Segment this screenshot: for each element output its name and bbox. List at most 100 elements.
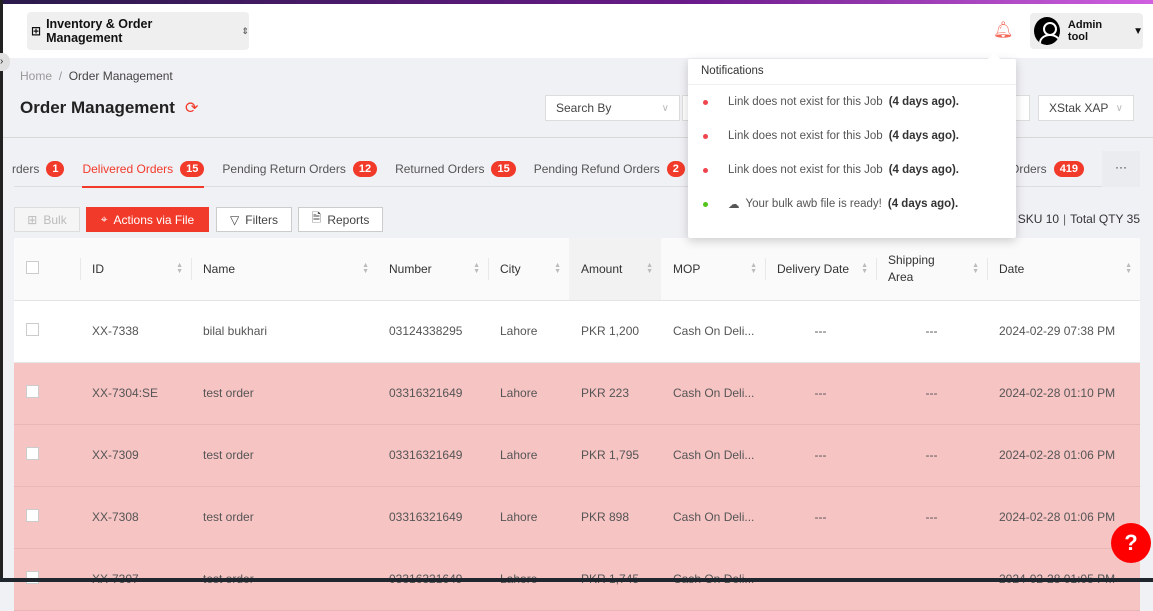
cell-city: Lahore xyxy=(488,424,569,487)
breadcrumb: Home / Order Management xyxy=(20,69,173,83)
cell-mop: Cash On Deli... xyxy=(661,362,765,425)
notification-item[interactable]: ☁ Your bulk awb file is ready! (4 days ago… xyxy=(703,197,958,211)
more-tabs-button[interactable]: ··· xyxy=(1102,151,1140,187)
cell-id: XX-7338 xyxy=(80,300,191,363)
table-row[interactable]: XX-7338 bilal bukhari 03124338295 Lahore PKR… xyxy=(14,300,1140,363)
tab-delivered-orders[interactable]: Delivered Orders 15 xyxy=(82,151,205,188)
row-checkbox[interactable] xyxy=(26,447,39,460)
notification-item[interactable]: Link does not exist for this Job (4 days … xyxy=(703,96,959,108)
chevron-down-icon: ∨ xyxy=(661,102,669,114)
store-select[interactable]: XStak XAP ∨ xyxy=(1038,95,1134,121)
reports-button[interactable]: 🗎︎ Reports xyxy=(298,207,383,232)
notification-text: Your bulk awb file is ready! xyxy=(745,198,882,210)
col-shipping-area[interactable]: Shipping Area ▲ ▼ xyxy=(876,238,987,301)
tab-pending-refund-orders[interactable]: Pending Refund Orders 2 xyxy=(534,151,685,187)
target-icon: ⌖ xyxy=(100,212,108,226)
notification-text: Link does not exist for this Job xyxy=(728,130,883,142)
actions-via-file-button[interactable]: ⌖ Actions via File xyxy=(86,207,209,232)
notifications-popover: Notifications Link does not exist for th… xyxy=(688,53,1016,238)
notification-item[interactable]: Link does not exist for this Job (4 days … xyxy=(703,130,959,142)
cell-amount: PKR 1,795 xyxy=(569,424,661,487)
search-by-select[interactable]: Search By ∨ xyxy=(545,95,680,121)
tab-orders[interactable]: rders 1 xyxy=(12,151,65,187)
sort-icon: ▲ ▼ xyxy=(554,262,561,275)
select-all-checkbox[interactable] xyxy=(26,260,39,274)
col-amount[interactable]: Amount ▲ ▼ xyxy=(569,238,661,301)
count-badge: 419 xyxy=(1053,160,1085,177)
cell-amount: PKR 898 xyxy=(569,486,661,549)
taskbar xyxy=(0,578,1153,582)
row-checkbox[interactable] xyxy=(26,323,39,336)
sort-icon: ▲ ▼ xyxy=(861,262,868,275)
sort-icon: ▲ ▼ xyxy=(176,262,183,275)
grid-icon: ⊞ xyxy=(31,24,42,38)
cell-id: XX-7304:SE xyxy=(80,362,191,425)
search-by-label: Search By xyxy=(556,101,612,115)
cell-id: XX-7308 xyxy=(80,486,191,549)
cell-mop: Cash On Deli... xyxy=(661,486,765,549)
sidebar-toggle[interactable]: › xyxy=(0,53,10,71)
notification-time: (4 days ago). xyxy=(888,96,960,108)
table-row[interactable]: XX-7308 test order 03316321649 Lahore PKR 89… xyxy=(14,486,1140,549)
chevron-updown-icon: ⇕ xyxy=(241,25,249,36)
table-header: ID ▲ ▼ Name ▲ ▼ Number ▲ ▼ City ▲ ▼ Amount ▲ ▼ MOP… xyxy=(14,238,1140,301)
cell-city: Lahore xyxy=(488,486,569,549)
app-switcher-label: Inventory & Order Management xyxy=(46,17,153,45)
page-title: Order Management xyxy=(20,98,175,117)
breadcrumb-current: Order Management xyxy=(68,69,173,83)
top-bar: ⊞ Inventory & Order Management ⇕ 🔔︎ Admi… xyxy=(3,4,1153,58)
breadcrumb-home[interactable]: Home xyxy=(20,69,53,83)
count-badge: 2 xyxy=(666,160,685,177)
cell-area: --- xyxy=(876,424,987,487)
cell-delivery: --- xyxy=(765,300,876,363)
row-checkbox[interactable] xyxy=(26,385,39,398)
filters-button[interactable]: ▽ Filters xyxy=(216,207,292,232)
header-divider xyxy=(3,137,1153,138)
cell-number: 03124338295 xyxy=(377,300,488,363)
tab-orders-all[interactable]: Orders 419 xyxy=(1010,151,1085,187)
count-badge: 15 xyxy=(180,160,205,177)
cell-mop: Cash On Deli... xyxy=(661,300,765,363)
cell-name: bilal bukhari xyxy=(191,300,377,363)
sort-icon: ▲ ▼ xyxy=(1125,262,1132,275)
col-mop[interactable]: MOP ▲ ▼ xyxy=(661,238,765,301)
cell-delivery: --- xyxy=(765,424,876,487)
user-menu[interactable]: Admin tool ▼ xyxy=(1030,13,1143,49)
count-badge: 12 xyxy=(352,160,378,177)
avatar xyxy=(1034,17,1060,45)
tab-returned-orders[interactable]: Returned Orders 15 xyxy=(395,151,516,187)
col-city[interactable]: City ▲ ▼ xyxy=(488,238,569,301)
cloud-download-icon: ☁ xyxy=(728,199,740,211)
store-label: XStak XAP xyxy=(1049,101,1109,115)
notification-time: (4 days ago). xyxy=(888,164,960,176)
col-number[interactable]: Number ▲ ▼ xyxy=(377,238,488,301)
window-edge xyxy=(0,0,3,582)
cell-name: test order xyxy=(191,424,377,487)
cell-delivery: --- xyxy=(765,486,876,549)
sort-icon: ▲ ▼ xyxy=(972,262,979,275)
tab-pending-return-orders[interactable]: Pending Return Orders 12 xyxy=(222,151,378,187)
sort-icon: ▲ ▼ xyxy=(646,262,653,275)
table-row[interactable]: XX-7304:SE test order 03316321649 Lahore PKR… xyxy=(14,362,1140,425)
col-name[interactable]: Name ▲ ▼ xyxy=(191,238,377,301)
row-checkbox[interactable] xyxy=(26,509,39,522)
help-button[interactable]: ? xyxy=(1111,523,1151,563)
table-row[interactable]: XX-7309 test order 03316321649 Lahore PKR 1,… xyxy=(14,424,1140,487)
col-delivery-date[interactable]: Delivery Date ▲ ▼ xyxy=(765,238,876,301)
bell-icon[interactable]: 🔔︎ xyxy=(993,22,1014,39)
refresh-icon[interactable]: ⟳ xyxy=(185,100,199,117)
bulk-button[interactable]: ⊞ Bulk xyxy=(14,207,80,232)
cell-date: 2024-02-28 01:06 PM xyxy=(987,424,1140,487)
sku-total: SKU 10 xyxy=(1017,212,1060,226)
app-switcher[interactable]: ⊞ Inventory & Order Management ⇕ xyxy=(27,12,249,50)
col-date[interactable]: Date ▲ ▼ xyxy=(987,238,1140,301)
user-name: Admin tool xyxy=(1067,19,1103,43)
col-id[interactable]: ID ▲ ▼ xyxy=(80,238,191,301)
sort-icon: ▲ ▼ xyxy=(473,262,480,275)
notification-item[interactable]: Link does not exist for this Job (4 days … xyxy=(703,164,959,176)
totals: SKU 10 | Total QTY 35 xyxy=(1017,212,1140,226)
cell-area: --- xyxy=(876,486,987,549)
filter-icon: ▽ xyxy=(230,212,240,227)
document-icon: 🗎︎ xyxy=(311,211,322,225)
notification-text: Link does not exist for this Job xyxy=(728,164,883,176)
